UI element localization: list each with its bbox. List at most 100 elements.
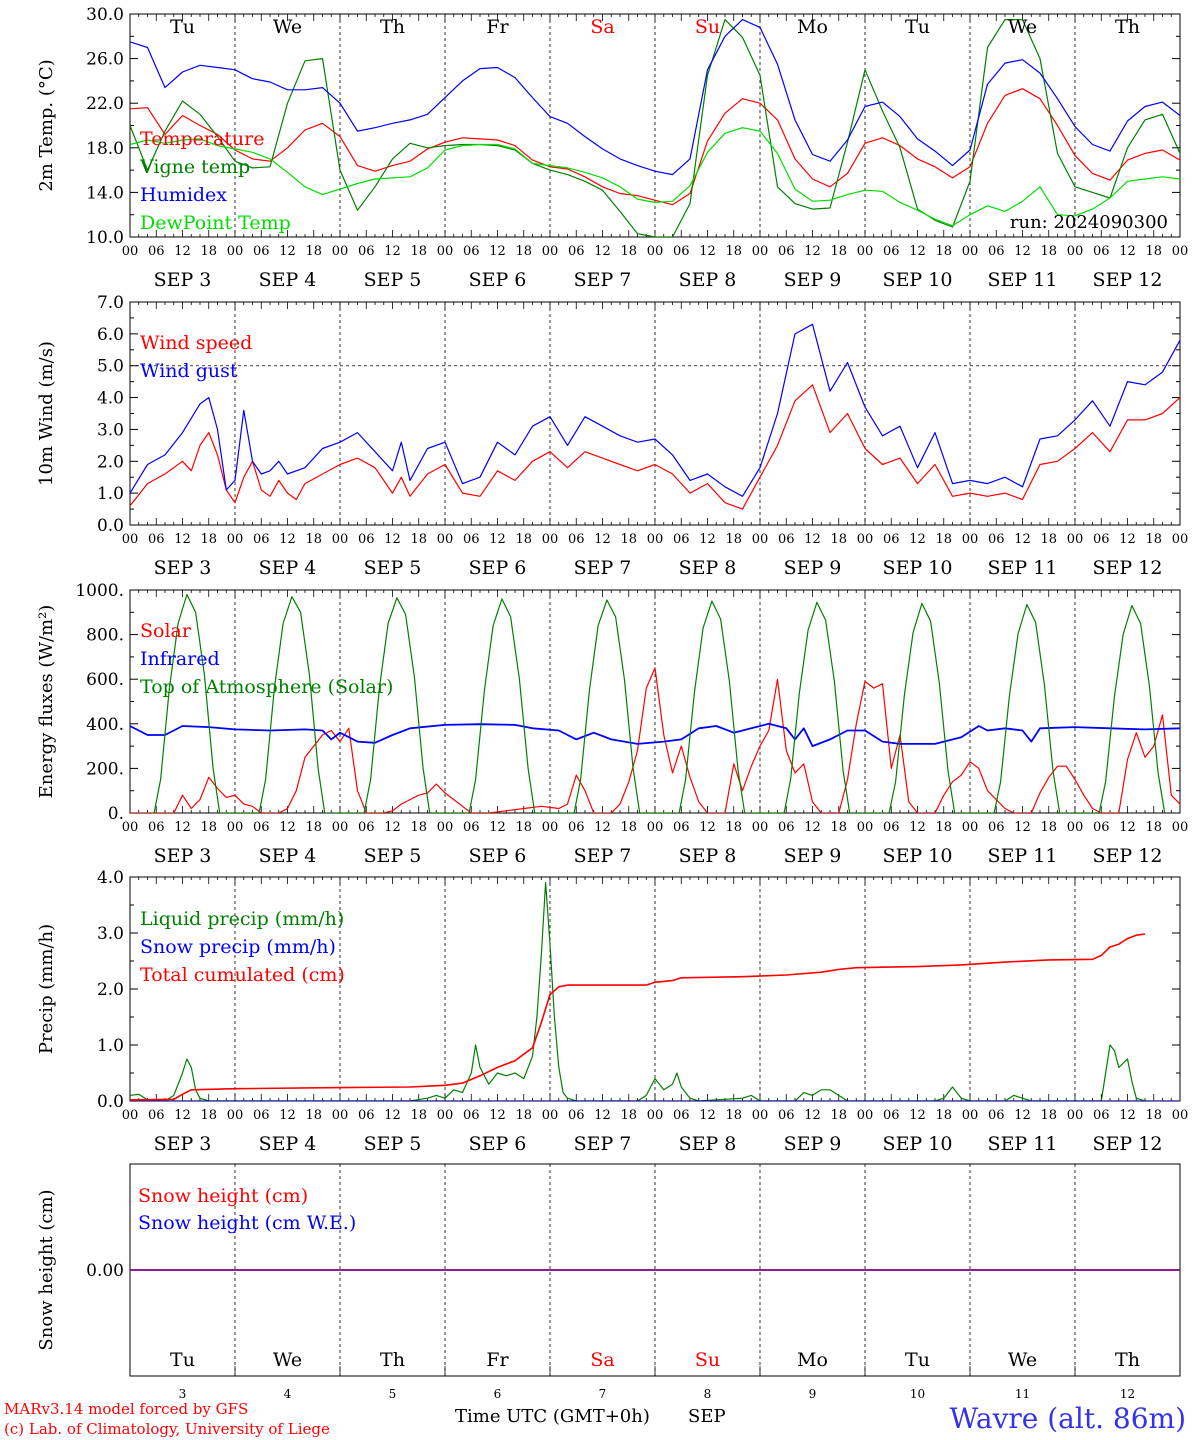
hour-tick-label: 00 (857, 820, 874, 835)
hour-tick-label: 18 (200, 244, 217, 259)
weekday-label: We (273, 16, 302, 38)
hour-tick-label: 00 (437, 820, 454, 835)
date-label: SEP 6 (469, 845, 527, 867)
hour-tick-label: 06 (988, 532, 1005, 547)
hour-tick-label: 06 (253, 244, 270, 259)
weekday-label: Tu (905, 16, 930, 38)
y-axis-label: Snow height (cm) (36, 1189, 57, 1350)
weekday-label: Th (1115, 16, 1140, 38)
hour-tick-label: 00 (227, 244, 244, 259)
hour-tick-label: 18 (1040, 244, 1057, 259)
hour-tick-label: 00 (542, 1108, 559, 1123)
hour-tick-label: 12 (804, 532, 821, 547)
legend-entry: Snow height (cm) (138, 1185, 308, 1207)
y-tick-label: 22.0 (86, 94, 124, 114)
hour-tick-label: 06 (673, 820, 690, 835)
hour-tick-label: 12 (279, 820, 296, 835)
hour-tick-label: 12 (1119, 820, 1136, 835)
hour-tick-label: 18 (620, 820, 637, 835)
series-line (130, 722, 1180, 747)
hour-tick-label: 00 (647, 244, 664, 259)
weekday-label: We (1008, 16, 1037, 38)
hour-tick-label: 18 (515, 532, 532, 547)
series-group (130, 19, 1180, 237)
hour-tick-label: 12 (1119, 1108, 1136, 1123)
date-label: SEP 4 (259, 269, 317, 291)
y-tick-label: 3.0 (97, 420, 124, 440)
y-tick-label: 200. (86, 759, 124, 779)
date-label: SEP 3 (154, 557, 212, 579)
hour-tick-label: 18 (830, 820, 847, 835)
hour-tick-label: 00 (752, 244, 769, 259)
hour-tick-label: 00 (752, 820, 769, 835)
day-number-label: 4 (284, 1387, 292, 1401)
hour-tick-label: 06 (253, 532, 270, 547)
hour-tick-label: 06 (358, 1108, 375, 1123)
y-tick-label: 2.0 (97, 452, 124, 472)
hour-tick-label: 12 (279, 532, 296, 547)
hour-tick-label: 00 (857, 244, 874, 259)
date-label: SEP 9 (784, 1133, 842, 1155)
series-line (130, 933, 1146, 1101)
date-label: SEP 8 (679, 269, 737, 291)
y-tick-label: 400. (86, 715, 124, 735)
hour-tick-label: 18 (620, 1108, 637, 1123)
date-label: SEP 11 (988, 557, 1058, 579)
date-label: SEP 5 (364, 845, 422, 867)
y-tick-label: 1000. (75, 581, 124, 601)
hour-tick-label: 18 (1040, 1108, 1057, 1123)
hour-tick-label: 06 (673, 244, 690, 259)
hour-tick-label: 00 (962, 244, 979, 259)
station-label: Wavre (alt. 86m) (949, 1402, 1186, 1435)
hour-tick-label: 12 (489, 244, 506, 259)
hour-tick-label: 06 (1093, 1108, 1110, 1123)
hour-tick-label: 18 (1145, 820, 1162, 835)
y-tick-label: 26.0 (86, 50, 124, 70)
weekday-label: Tu (170, 1349, 195, 1371)
hour-tick-label: 00 (1067, 532, 1084, 547)
legend-entry: Humidex (140, 184, 227, 206)
run-annotation: run: 2024090300 (1010, 212, 1168, 233)
hour-tick-label: 06 (148, 1108, 165, 1123)
hour-tick-label: 06 (988, 244, 1005, 259)
date-label: SEP 4 (259, 557, 317, 579)
day-number-label: 3 (179, 1387, 187, 1401)
hour-tick-label: 06 (148, 532, 165, 547)
hour-tick-label: 18 (830, 532, 847, 547)
legend-entry: Wind gust (140, 360, 238, 382)
hour-tick-label: 18 (1145, 244, 1162, 259)
hour-tick-label: 12 (489, 1108, 506, 1123)
date-label: SEP 12 (1093, 269, 1163, 291)
hour-tick-label: 06 (778, 1108, 795, 1123)
hour-tick-label: 18 (620, 532, 637, 547)
hour-tick-label: 18 (725, 820, 742, 835)
weekday-label: Sa (590, 1349, 614, 1371)
hour-tick-label: 00 (122, 1108, 139, 1123)
hour-tick-label: 18 (200, 1108, 217, 1123)
hour-tick-label: 00 (227, 532, 244, 547)
weekday-label: Mo (797, 1349, 828, 1371)
credit-line-1: MARv3.14 model forced by GFS (4, 1400, 249, 1418)
hour-tick-label: 06 (148, 244, 165, 259)
date-label: SEP 5 (364, 269, 422, 291)
hour-tick-label: 18 (410, 532, 427, 547)
date-label: SEP 3 (154, 1133, 212, 1155)
hour-tick-label: 00 (332, 1108, 349, 1123)
hour-tick-label: 12 (909, 820, 926, 835)
hour-tick-label: 00 (1067, 1108, 1084, 1123)
hour-tick-label: 18 (935, 1108, 952, 1123)
hour-tick-label: 06 (463, 244, 480, 259)
x-axis-label: Time UTC (GMT+0h) (455, 1406, 650, 1427)
hour-tick-label: 18 (620, 244, 637, 259)
y-tick-label: 3.0 (97, 924, 124, 944)
day-number-label: 8 (704, 1387, 712, 1401)
y-tick-label: 5.0 (97, 357, 124, 377)
y-tick-label: 800. (86, 626, 124, 646)
weekday-label: Tu (170, 16, 195, 38)
hour-tick-label: 12 (174, 244, 191, 259)
y-tick-label: 0.0 (97, 1092, 124, 1112)
date-label: SEP 7 (574, 269, 632, 291)
hour-tick-label: 00 (647, 820, 664, 835)
date-label: SEP 12 (1093, 845, 1163, 867)
